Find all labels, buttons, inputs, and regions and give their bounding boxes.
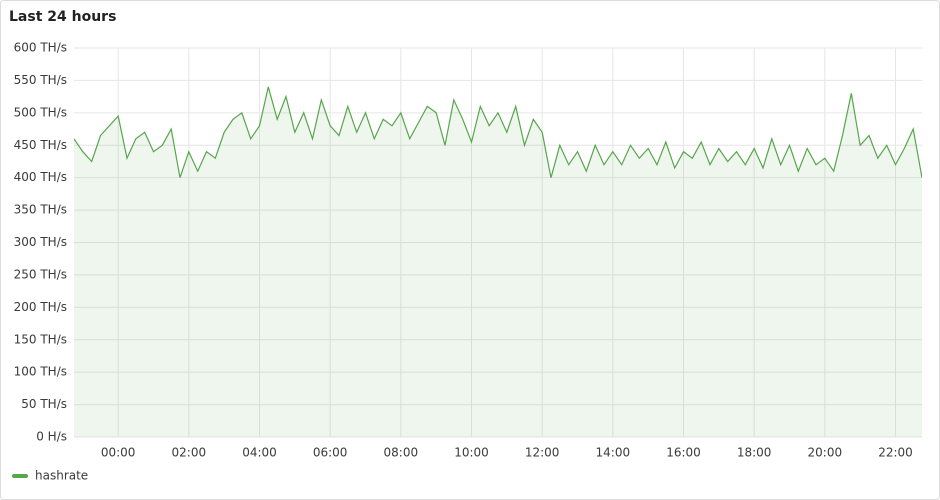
x-tick-label: 04:00 bbox=[242, 446, 277, 460]
x-tick-label: 18:00 bbox=[737, 446, 772, 460]
y-tick-label: 0 H/s bbox=[36, 430, 67, 444]
y-tick-label: 450 TH/s bbox=[14, 138, 67, 152]
y-tick-label: 150 TH/s bbox=[14, 332, 67, 346]
y-tick-label: 350 TH/s bbox=[14, 203, 67, 217]
y-tick-label: 300 TH/s bbox=[14, 235, 67, 249]
legend-label: hashrate bbox=[35, 469, 88, 483]
x-tick-label: 08:00 bbox=[384, 446, 419, 460]
y-tick-label: 50 TH/s bbox=[21, 397, 67, 411]
y-tick-label: 600 TH/s bbox=[14, 41, 67, 55]
x-tick-label: 12:00 bbox=[525, 446, 560, 460]
x-tick-label: 06:00 bbox=[313, 446, 348, 460]
y-tick-label: 100 TH/s bbox=[14, 365, 67, 379]
area bbox=[74, 86, 922, 437]
x-tick-label: 22:00 bbox=[878, 446, 913, 460]
x-tick-label: 20:00 bbox=[808, 446, 843, 460]
x-tick-label: 16:00 bbox=[666, 446, 701, 460]
y-tick-label: 250 TH/s bbox=[14, 267, 67, 281]
panel-title: Last 24 hours bbox=[9, 9, 116, 25]
y-tick-label: 200 TH/s bbox=[14, 300, 67, 314]
line bbox=[74, 86, 922, 178]
x-tick-label: 00:00 bbox=[101, 446, 136, 460]
x-tick-label: 10:00 bbox=[454, 446, 489, 460]
x-tick-label: 02:00 bbox=[172, 446, 207, 460]
y-tick-label: 500 TH/s bbox=[14, 105, 67, 119]
y-tick-label: 400 TH/s bbox=[14, 170, 67, 184]
y-tick-label: 550 TH/s bbox=[14, 73, 67, 87]
x-tick-label: 14:00 bbox=[596, 446, 631, 460]
